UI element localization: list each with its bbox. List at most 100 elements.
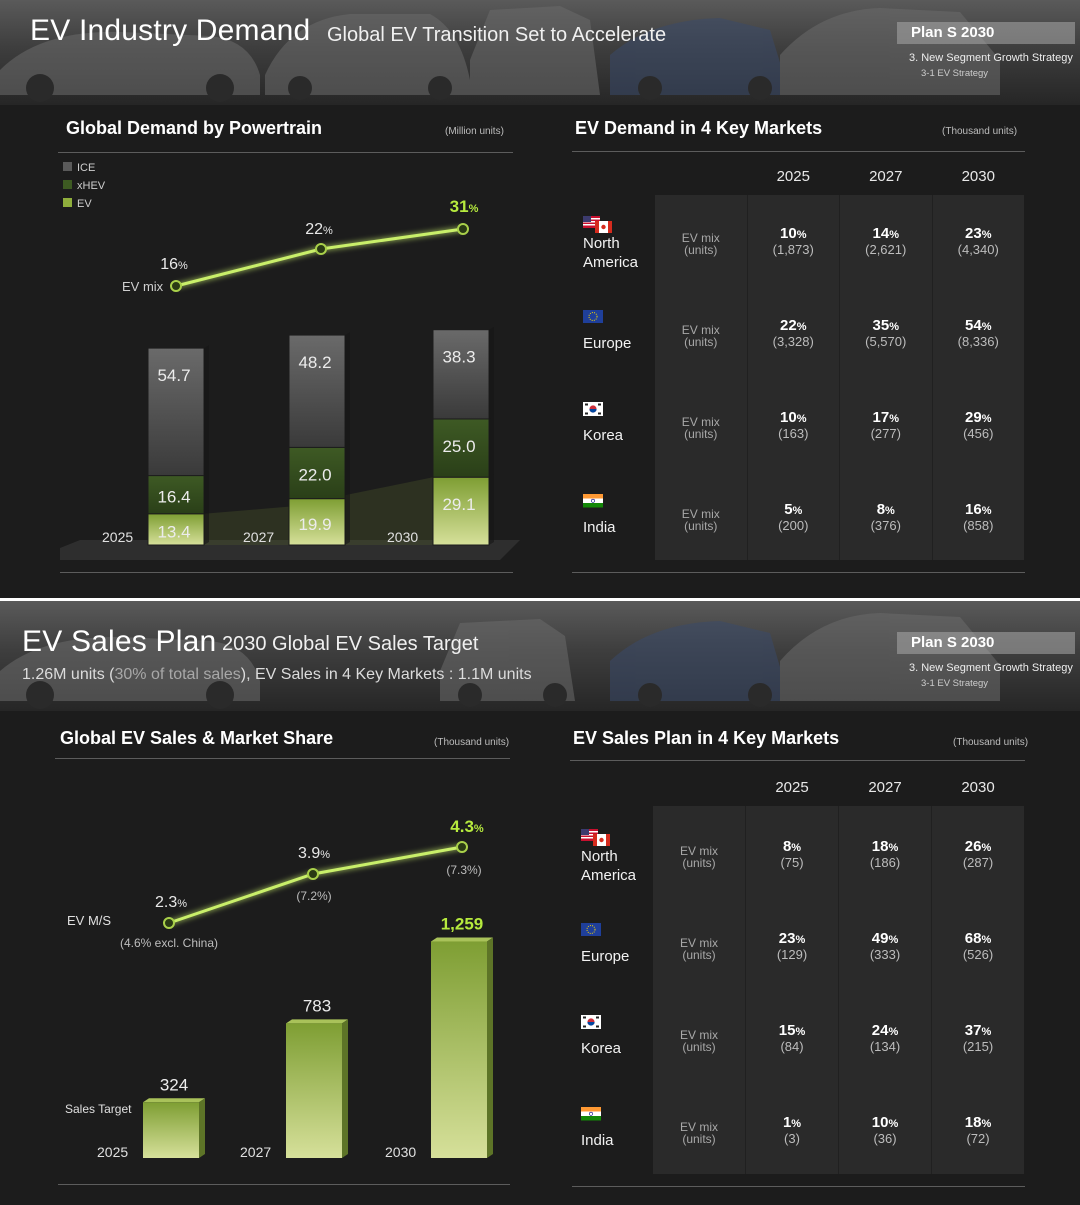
ev-units-2025: (75) xyxy=(780,855,804,870)
percent-sign: % xyxy=(888,1118,899,1130)
ev-mix-pct-2030: 16% xyxy=(965,501,992,518)
percent-sign: % xyxy=(792,505,803,517)
legend-label-ev: EV xyxy=(77,198,92,210)
column-header-2030: 2030 xyxy=(961,168,995,185)
divider xyxy=(572,572,1025,573)
market-name: Korea xyxy=(581,1039,621,1058)
data-label-ev-2027: 19.9 xyxy=(298,515,331,534)
ev-ms-note-2025: (4.6% excl. China) xyxy=(120,936,218,950)
page-title: EV Sales Plan xyxy=(22,625,217,658)
ev-mix-pct-2030: 29% xyxy=(965,409,992,426)
bar-sales-2027 xyxy=(286,1023,342,1158)
ev-mix-axis-label: EV mix xyxy=(122,279,164,294)
market-name-line: America xyxy=(583,254,639,271)
ev-units-2027: (376) xyxy=(870,518,901,533)
series-label: Sales Target xyxy=(65,1102,132,1116)
ev-mix-pct-2027: 24% xyxy=(871,1022,899,1039)
ev-units-2025: (163) xyxy=(778,426,809,441)
slide-ev-sales-plan: EV Sales Plan 2030 Global EV Sales Targe… xyxy=(0,601,1080,1205)
bar-xhev-2030 xyxy=(432,418,490,478)
percent-sign: % xyxy=(791,842,802,854)
row-label-units: (units) xyxy=(682,1132,716,1146)
plan-badge: Plan S 2030 3. New Segment Growth Strate… xyxy=(897,632,1075,692)
data-label-sales-2030: 1,259 xyxy=(441,914,484,933)
percent-sign: % xyxy=(885,505,895,517)
korea-flag-icon xyxy=(581,1013,611,1036)
market-name-line: Korea xyxy=(581,1040,622,1057)
ev-ms-point-2030 xyxy=(456,841,468,853)
ev-ms-axis-label: EV M/S xyxy=(67,913,111,928)
plan-subsection: 3-1 EV Strategy xyxy=(921,678,989,689)
bar-top xyxy=(431,937,493,942)
summary-part: ), EV Sales in 4 Key Markets : 1.1M unit… xyxy=(240,666,532,683)
percent-sign: % xyxy=(795,1026,806,1038)
market-name-line: America xyxy=(581,867,637,884)
row-label: EV mix xyxy=(681,507,720,521)
left-panel-unit: (Million units) xyxy=(445,126,504,137)
left-panel-title: Global Demand by Powertrain xyxy=(66,118,323,138)
bar-ev-2030 xyxy=(432,476,490,546)
ev-mix-pct-2030: 37% xyxy=(964,1022,992,1039)
percent-sign: % xyxy=(889,229,899,241)
bar-side xyxy=(345,332,350,448)
row-label: EV mix xyxy=(679,1028,718,1042)
ev-units-2025: (3) xyxy=(784,1131,800,1146)
bar-side xyxy=(199,1098,205,1158)
table-column xyxy=(932,806,1024,1174)
right-panel-unit: (Thousand units) xyxy=(953,737,1029,748)
plan-name: Plan S 2030 xyxy=(897,632,1075,654)
ev-units-2025: (1,873) xyxy=(772,242,814,257)
row-label-units: (units) xyxy=(682,1040,716,1054)
market-name: North America xyxy=(583,234,638,272)
market-name-line: Europe xyxy=(583,335,632,352)
percent-sign: % xyxy=(791,1118,802,1130)
ev-mix-point-2025 xyxy=(170,280,182,292)
plan-badge: Plan S 2030 3. New Segment Growth Strate… xyxy=(897,22,1075,82)
percent-sign: % xyxy=(981,505,992,517)
bar-side xyxy=(489,474,494,545)
market-name-line: Europe xyxy=(581,948,630,965)
page-subtitle: 2030 Global EV Sales Target xyxy=(222,633,479,655)
summary-part: 1.26M units ( xyxy=(22,666,115,683)
percent-sign: % xyxy=(981,321,992,333)
bar-sales-2030 xyxy=(431,941,487,1158)
market-name-line: India xyxy=(581,1132,614,1149)
x-tick-label: 2027 xyxy=(243,529,274,545)
row-label-units: (units) xyxy=(682,856,716,870)
bar-side xyxy=(345,495,350,545)
x-tick-label: 2030 xyxy=(387,529,418,545)
divider xyxy=(58,152,513,153)
ev-mix-pct-2030: 18% xyxy=(964,1114,992,1131)
ev-units-2025: (3,328) xyxy=(772,334,814,349)
row-label: EV mix xyxy=(679,1120,718,1134)
bar-side xyxy=(204,345,209,476)
ev-mix-pct-2025: 5% xyxy=(784,501,803,518)
car-lineup-image xyxy=(0,6,1000,102)
ev-mix-label-2025: 16% xyxy=(160,256,188,273)
ev-mix-pct-2025: 10% xyxy=(780,409,807,426)
market-name: India xyxy=(581,1131,614,1150)
ev-units-2030: (72) xyxy=(966,1131,990,1146)
market-name: India xyxy=(583,518,616,537)
ev-units-2030: (215) xyxy=(962,1039,994,1054)
divider xyxy=(58,1184,510,1185)
data-label-ev-2030: 29.1 xyxy=(442,495,475,514)
market-name: Europe xyxy=(583,334,631,353)
table-column xyxy=(840,195,932,560)
eu-flag-icon xyxy=(583,308,613,331)
data-label-ice-2030: 38.3 xyxy=(442,348,475,367)
ev-mix-pct-2027: 8% xyxy=(876,501,895,518)
ev-mix-pct-2027: 18% xyxy=(871,838,899,855)
divider xyxy=(572,151,1025,152)
bar-side xyxy=(342,1019,348,1158)
ev-mix-pct-2030: 68% xyxy=(964,930,992,947)
data-label-ev-2025: 13.4 xyxy=(157,522,190,541)
market-name: Europe xyxy=(581,947,629,966)
korea-flag-icon xyxy=(583,400,613,423)
percent-sign: % xyxy=(981,1026,992,1038)
row-label: EV mix xyxy=(681,323,720,337)
row-label-units: (units) xyxy=(682,948,716,962)
row-label: EV mix xyxy=(679,936,718,950)
percent-sign: % xyxy=(981,229,992,241)
percent-sign: % xyxy=(981,934,992,946)
